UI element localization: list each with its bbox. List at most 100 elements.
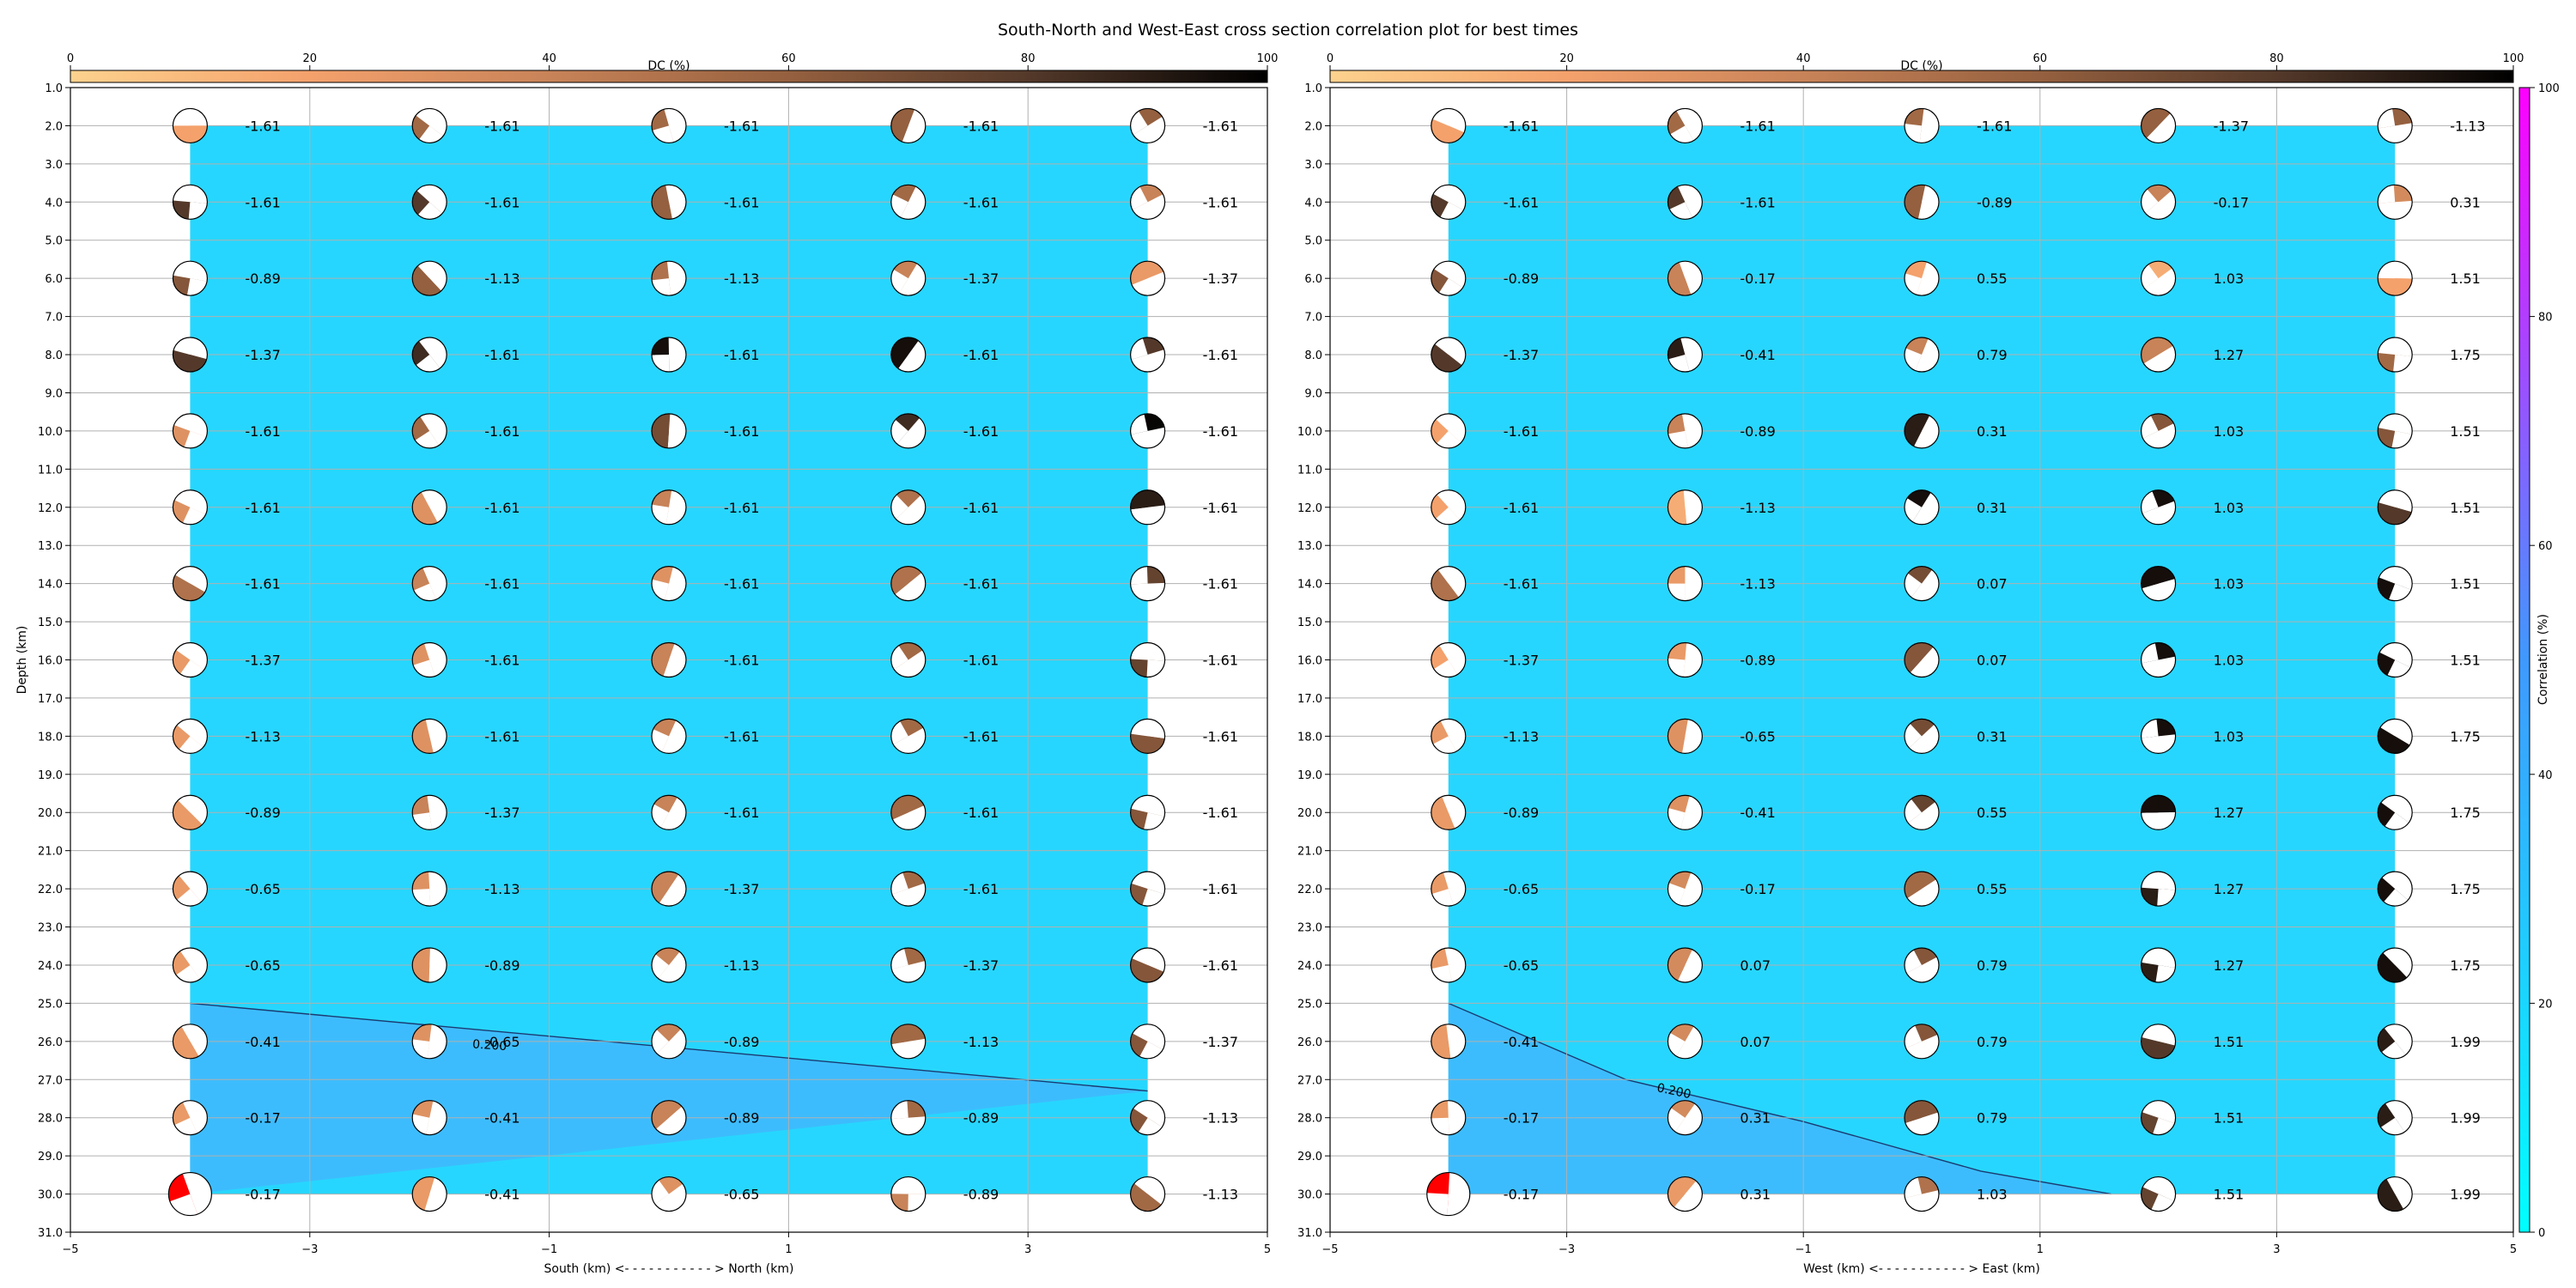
- beachball: [2141, 641, 2177, 678]
- beachball-outline: [651, 260, 687, 296]
- beachball-outline: [1431, 566, 1467, 602]
- beachball-quadrant: [414, 507, 438, 525]
- beachball: [1129, 718, 1166, 754]
- beachball: [651, 107, 687, 144]
- beachball-outline: [1129, 641, 1166, 678]
- moment-value-label: -1.37: [245, 653, 280, 669]
- moment-value-label: -1.61: [963, 728, 999, 744]
- x-tick-label: −1: [1795, 1243, 1812, 1256]
- beachball: [651, 337, 687, 373]
- beachball: [1904, 413, 1940, 449]
- moment-value-label: -1.37: [1203, 270, 1238, 287]
- beachball-quadrant: [1130, 414, 1148, 435]
- beachball-outline: [1904, 413, 1940, 449]
- beachball-quadrant: [2141, 642, 2159, 664]
- beachball-quadrant: [1130, 262, 1148, 285]
- beachball-quadrant: [2141, 415, 2159, 439]
- y-tick-label: 20.0: [38, 807, 63, 820]
- beachball: [2141, 337, 2177, 373]
- y-tick-label: 31.0: [1297, 1227, 1322, 1240]
- beachball-outline: [1667, 641, 1704, 678]
- beachball-quadrant: [1433, 659, 1458, 677]
- beachball-quadrant: [652, 878, 669, 903]
- beachball: [1904, 489, 1940, 526]
- beachball-quadrant: [2381, 1041, 2406, 1059]
- beachball-quadrant: [890, 948, 908, 969]
- beachball-outline: [172, 260, 208, 296]
- beachball-outline: [1904, 794, 1940, 830]
- beachball-quadrant: [1668, 1108, 1686, 1133]
- beachball-outline: [890, 260, 927, 296]
- y-tick-label: 12.0: [38, 502, 63, 515]
- beachball-outline: [890, 337, 927, 373]
- moment-value-label: -1.61: [1203, 728, 1238, 744]
- beachball-quadrant: [2141, 795, 2159, 813]
- moment-value-label: -1.61: [1504, 500, 1539, 516]
- moment-value-label: -1.37: [484, 805, 519, 821]
- beachball-outline: [890, 718, 927, 754]
- beachball-quadrant: [1432, 812, 1455, 830]
- moment-value-label: 0.31: [1977, 728, 2008, 744]
- beachball-quadrant: [652, 355, 670, 373]
- beachball-outline: [1129, 947, 1166, 983]
- beachball-quadrant: [890, 645, 908, 670]
- beachball: [411, 184, 447, 220]
- correlation-tick-label: 20: [2538, 998, 2553, 1011]
- y-tick-label: 30.0: [1297, 1189, 1322, 1202]
- beachball: [2141, 260, 2177, 296]
- moment-value-label: -1.61: [724, 576, 759, 592]
- y-tick-label: 21.0: [38, 846, 63, 859]
- y-axis-label: Depth (km): [15, 626, 29, 695]
- beachball: [1904, 337, 1940, 373]
- moment-value-label: -0.41: [1740, 347, 1775, 363]
- y-tick-label: 25.0: [1297, 998, 1322, 1011]
- beachball-quadrant: [182, 507, 206, 525]
- moment-value-label: 0.79: [1977, 1110, 2008, 1127]
- moment-value-label: -0.89: [963, 1110, 999, 1127]
- beachball-outline: [651, 337, 687, 373]
- beachball: [2377, 260, 2413, 296]
- y-tick-label: 17.0: [1297, 693, 1322, 706]
- moment-value-label: -1.61: [724, 653, 759, 669]
- beachball-quadrant: [1669, 202, 1692, 220]
- beachball: [1431, 260, 1467, 296]
- beachball: [167, 1171, 212, 1217]
- moment-value-label: -0.41: [1504, 1034, 1539, 1050]
- moment-value-label: 0.31: [1740, 1110, 1771, 1127]
- y-tick-label: 5.0: [45, 235, 63, 248]
- beachball-outline: [1129, 718, 1166, 754]
- y-tick-label: 8.0: [1304, 349, 1322, 362]
- y-tick-label: 10.0: [38, 426, 63, 439]
- beachball-outline: [1129, 184, 1166, 220]
- beachball: [890, 184, 927, 220]
- beachball-outline: [411, 260, 447, 296]
- y-tick-label: 7.0: [1304, 312, 1322, 325]
- beachball-outline: [1904, 718, 1940, 754]
- beachball-quadrant: [1144, 812, 1165, 830]
- y-tick-label: 23.0: [1297, 922, 1322, 935]
- beachball-quadrant: [1905, 1025, 1922, 1048]
- beachball-outline: [411, 718, 447, 754]
- beachball: [2377, 184, 2413, 220]
- beachball-quadrant: [1668, 507, 1687, 525]
- moment-value-label: -1.13: [484, 881, 519, 897]
- moment-value-label: -0.65: [245, 881, 280, 897]
- moment-value-label: 0.31: [1977, 423, 2008, 440]
- beachball-quadrant: [890, 796, 908, 820]
- beachball-outline: [2377, 1024, 2413, 1060]
- moment-value-label: -1.61: [1203, 957, 1238, 974]
- moment-value-label: -1.61: [245, 194, 280, 210]
- dc-tick-label: 80: [1021, 52, 1036, 65]
- beachball-outline: [2141, 641, 2177, 678]
- beachball: [172, 641, 208, 678]
- moment-value-label: -1.61: [963, 423, 999, 440]
- x-tick-label: 1: [785, 1243, 792, 1256]
- beachball-outline: [1667, 413, 1704, 449]
- moment-value-label: 1.51: [2450, 270, 2481, 287]
- correlation-tick-label: 60: [2538, 540, 2553, 553]
- beachball: [890, 413, 927, 449]
- beachball: [1904, 641, 1940, 678]
- beachball-outline: [2377, 566, 2413, 602]
- beachball-quadrant: [652, 729, 669, 752]
